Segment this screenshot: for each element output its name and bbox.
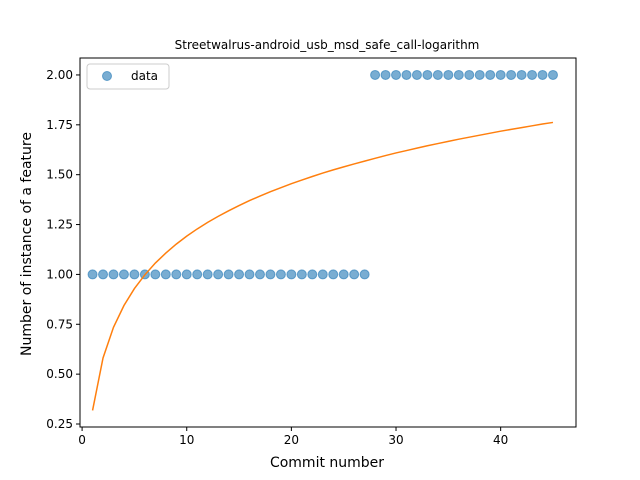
data-point [129, 269, 140, 280]
legend: data [86, 63, 170, 90]
data-point [349, 269, 360, 280]
data-point [370, 69, 381, 80]
data-point [87, 269, 98, 280]
data-point [108, 269, 119, 280]
data-point [506, 69, 517, 80]
legend-box [86, 63, 170, 90]
y-tick-label: 0.75 [46, 317, 73, 331]
data-point [192, 269, 203, 280]
data-point [485, 69, 496, 80]
chart-title: Streetwalrus-android_usb_msd_safe_call-l… [175, 38, 480, 52]
data-point [98, 269, 109, 280]
data-point [359, 269, 370, 280]
data-point [202, 269, 213, 280]
data-point [275, 269, 286, 280]
x-tick-label: 30 [388, 433, 403, 447]
y-tick-label: 0.50 [46, 367, 73, 381]
data-point [213, 269, 224, 280]
data-point [516, 69, 527, 80]
x-tick-label: 20 [284, 433, 299, 447]
x-tick-label: 40 [493, 433, 508, 447]
y-tick-label: 0.25 [46, 417, 73, 431]
y-axis-label: Number of instance of a feature [19, 132, 35, 356]
data-point [443, 69, 454, 80]
data-point [411, 69, 422, 80]
data-point [171, 269, 182, 280]
legend-marker-data [102, 71, 112, 81]
fit-line [91, 121, 554, 411]
data-point [453, 69, 464, 80]
data-point [181, 269, 192, 280]
data-point [422, 69, 433, 80]
data-point [254, 269, 265, 280]
data-point [474, 69, 485, 80]
x-tick-label: 10 [179, 433, 194, 447]
data-point [307, 269, 318, 280]
data-point [380, 69, 391, 80]
data-point [296, 269, 307, 280]
data-point [160, 269, 171, 280]
data-point [464, 69, 475, 80]
data-point [150, 269, 161, 280]
data-point [317, 269, 328, 280]
data-point [234, 269, 245, 280]
axes-frame [79, 57, 577, 428]
data-point [527, 69, 538, 80]
data-point [537, 69, 548, 80]
y-tick-label: 1.00 [46, 267, 73, 281]
data-point [265, 269, 276, 280]
y-tick-label: 1.50 [46, 168, 73, 182]
y-tick-label: 2.00 [46, 68, 73, 82]
data-point [338, 269, 349, 280]
data-point [244, 269, 255, 280]
data-point [547, 69, 558, 80]
x-tick-label: 0 [78, 433, 86, 447]
data-point [328, 269, 339, 280]
data-point [391, 69, 402, 80]
y-tick-label: 1.75 [46, 118, 73, 132]
data-point [118, 269, 129, 280]
x-axis-label: Commit number [270, 455, 384, 471]
data-point [286, 269, 297, 280]
data-point [223, 269, 234, 280]
data-point [495, 69, 506, 80]
plot-area: 0 10 20 30 40 0.25 0.50 0.75 1.00 1.25 1.50 1.75 2.0… [46, 57, 577, 447]
data-point [401, 69, 412, 80]
data-point [432, 69, 443, 80]
legend-label-data: data [131, 69, 158, 83]
y-tick-label: 1.25 [46, 218, 73, 232]
